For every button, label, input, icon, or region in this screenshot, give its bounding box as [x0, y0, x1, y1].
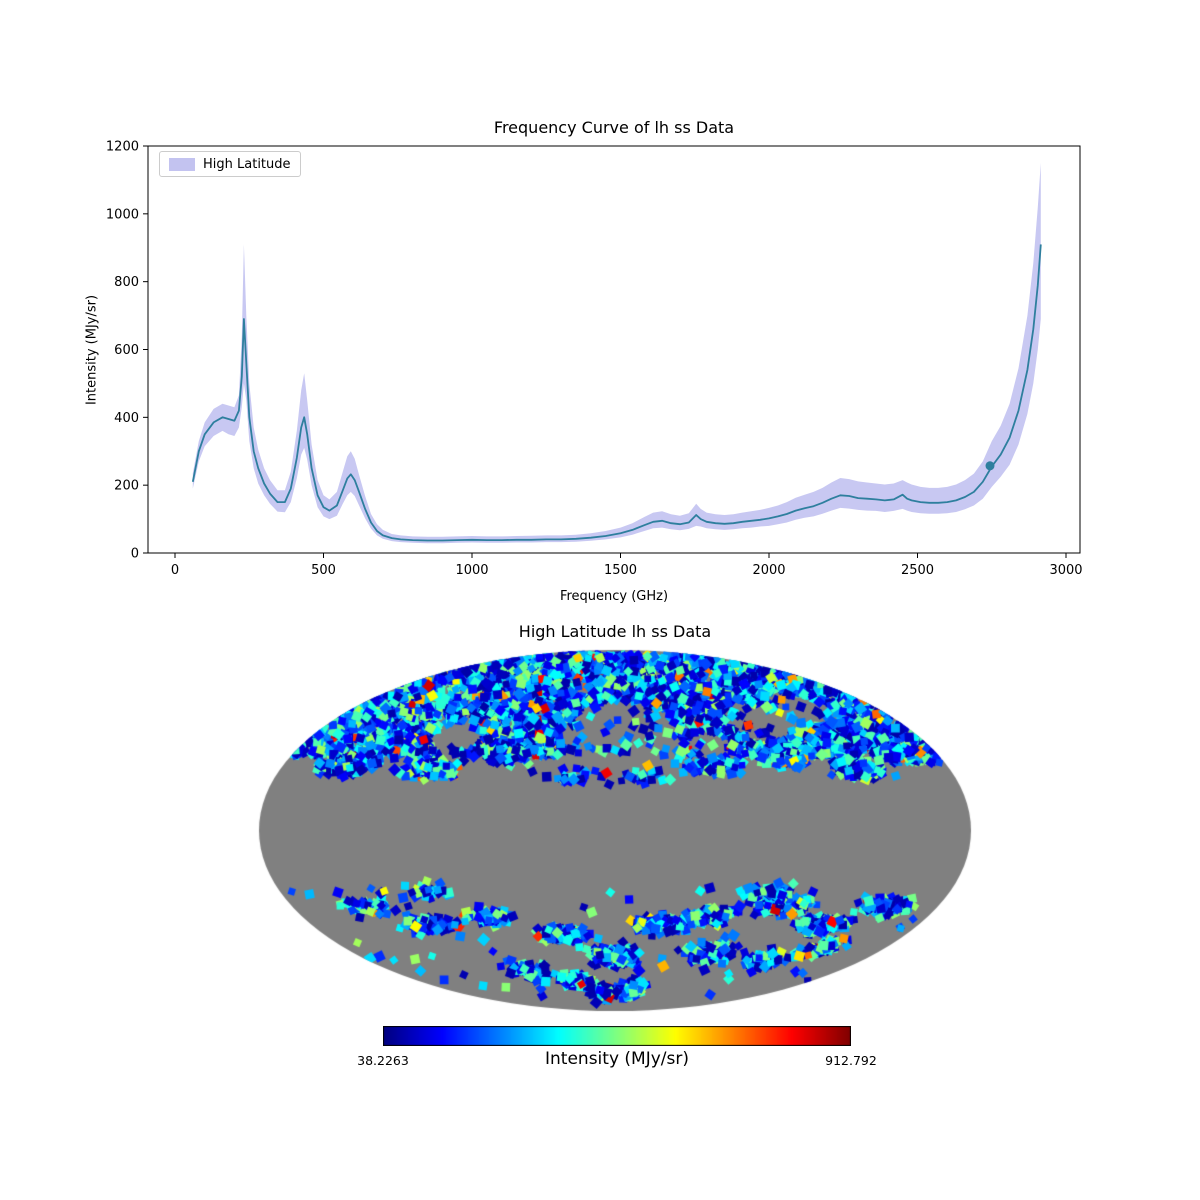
y-tick-label: 800: [114, 275, 139, 290]
y-tick-label: 600: [114, 343, 139, 358]
y-tick-label: 1000: [106, 207, 139, 222]
legend: High Latitude: [159, 151, 301, 177]
legend-label: High Latitude: [203, 156, 291, 172]
colorbar-min-label: 38.2263: [357, 1053, 409, 1068]
colorbar-group: 38.2263 912.792 Intensity (MJy/sr): [357, 1026, 877, 1076]
x-tick-label: 2000: [752, 563, 785, 578]
x-tick-label: 3000: [1049, 563, 1082, 578]
frequency-curve-plot: 0 500 1000 1500 2000 2500 3000 0 200 400 600 800 100…: [106, 140, 1083, 579]
y-tick-label: 0: [131, 547, 139, 562]
y-tick-label: 400: [114, 411, 139, 426]
y-tick-label: 1200: [106, 140, 139, 155]
colorbar: [383, 1026, 851, 1046]
curve-marker-dot: [985, 461, 995, 471]
x-tick-label: 1500: [604, 563, 637, 578]
map-title: High Latitude lh ss Data: [518, 622, 712, 641]
top-chart-title: Frequency Curve of lh ss Data: [493, 118, 735, 137]
x-tick-label: 1000: [455, 563, 488, 578]
colorbar-title: Intensity (MJy/sr): [545, 1049, 689, 1069]
x-tick-label: 0: [171, 563, 179, 578]
x-axis-label: Frequency (GHz): [559, 589, 669, 604]
uncertainty-band: [192, 163, 1041, 544]
legend-swatch-high-latitude: [169, 157, 195, 171]
x-tick-label: 2500: [901, 563, 934, 578]
colorbar-max-label: 912.792: [825, 1053, 877, 1068]
y-tick-label: 200: [114, 479, 139, 494]
x-tick-label: 500: [311, 563, 336, 578]
mollweide-sky-map: [0, 640, 1200, 1025]
y-axis-label: Intensity (MJy/sr): [84, 294, 100, 406]
frequency-curve-line: [191, 244, 1042, 542]
